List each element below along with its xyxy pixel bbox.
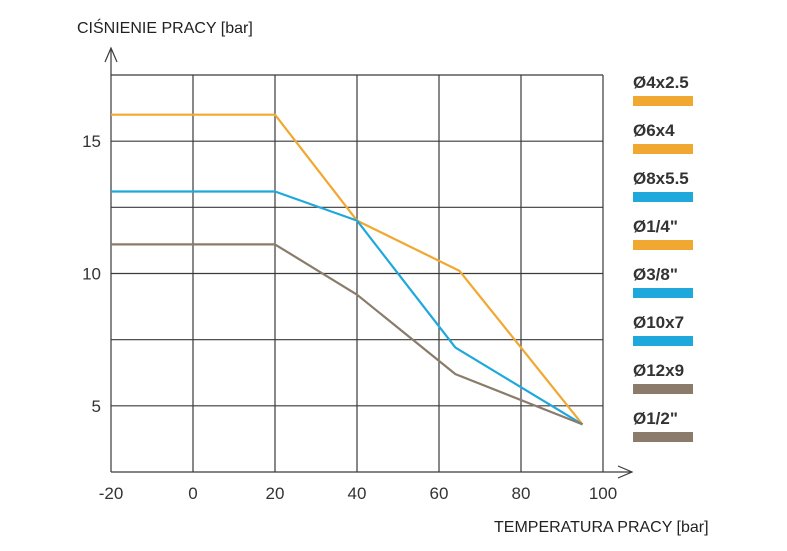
legend-label: Ø6x4 bbox=[633, 121, 675, 140]
x-tick-label: 40 bbox=[348, 484, 367, 503]
legend-label: Ø10x7 bbox=[633, 313, 685, 332]
legend-label: Ø8x5.5 bbox=[633, 169, 689, 188]
axes bbox=[104, 46, 634, 479]
legend-swatch bbox=[633, 384, 693, 394]
legend-swatch bbox=[633, 96, 693, 106]
legend-swatch bbox=[633, 432, 693, 442]
x-axis-arrow bbox=[617, 465, 634, 479]
series-line-1 bbox=[111, 113, 584, 426]
legend-label: Ø1/2" bbox=[633, 409, 678, 428]
x-tick-label: 100 bbox=[589, 484, 617, 503]
y-tick-label: 10 bbox=[82, 265, 101, 284]
x-tick-label: 80 bbox=[512, 484, 531, 503]
legend-swatch bbox=[633, 240, 693, 250]
y-tick-label: 5 bbox=[92, 397, 101, 416]
x-tick-label: -20 bbox=[99, 484, 124, 503]
x-tick-label: 60 bbox=[430, 484, 449, 503]
legend-label: Ø1/4" bbox=[633, 217, 678, 236]
legend-swatch bbox=[633, 144, 693, 154]
legend-label: Ø12x9 bbox=[633, 361, 685, 380]
legend-label: Ø3/8" bbox=[633, 265, 678, 284]
y-tick-label: 15 bbox=[82, 132, 101, 151]
y-axis-arrow bbox=[104, 46, 118, 63]
x-tick-label: 0 bbox=[188, 484, 197, 503]
x-tick-label: 20 bbox=[266, 484, 285, 503]
legend-swatch bbox=[633, 336, 693, 346]
series-line-2 bbox=[111, 190, 584, 426]
series-lines bbox=[111, 113, 584, 426]
tick-labels: -20 0 20 40 60 80 100 5 10 15 bbox=[82, 132, 617, 503]
legend-swatch bbox=[633, 288, 693, 298]
legend-label: Ø4x2.5 bbox=[633, 73, 689, 92]
legend-swatch bbox=[633, 192, 693, 202]
y-axis-label: CIŚNIENIE PRACY [bar] bbox=[77, 20, 253, 37]
series-line-3 bbox=[111, 243, 583, 426]
x-axis-label: TEMPERATURA PRACY [bar] bbox=[494, 519, 709, 536]
grid bbox=[111, 74, 604, 472]
